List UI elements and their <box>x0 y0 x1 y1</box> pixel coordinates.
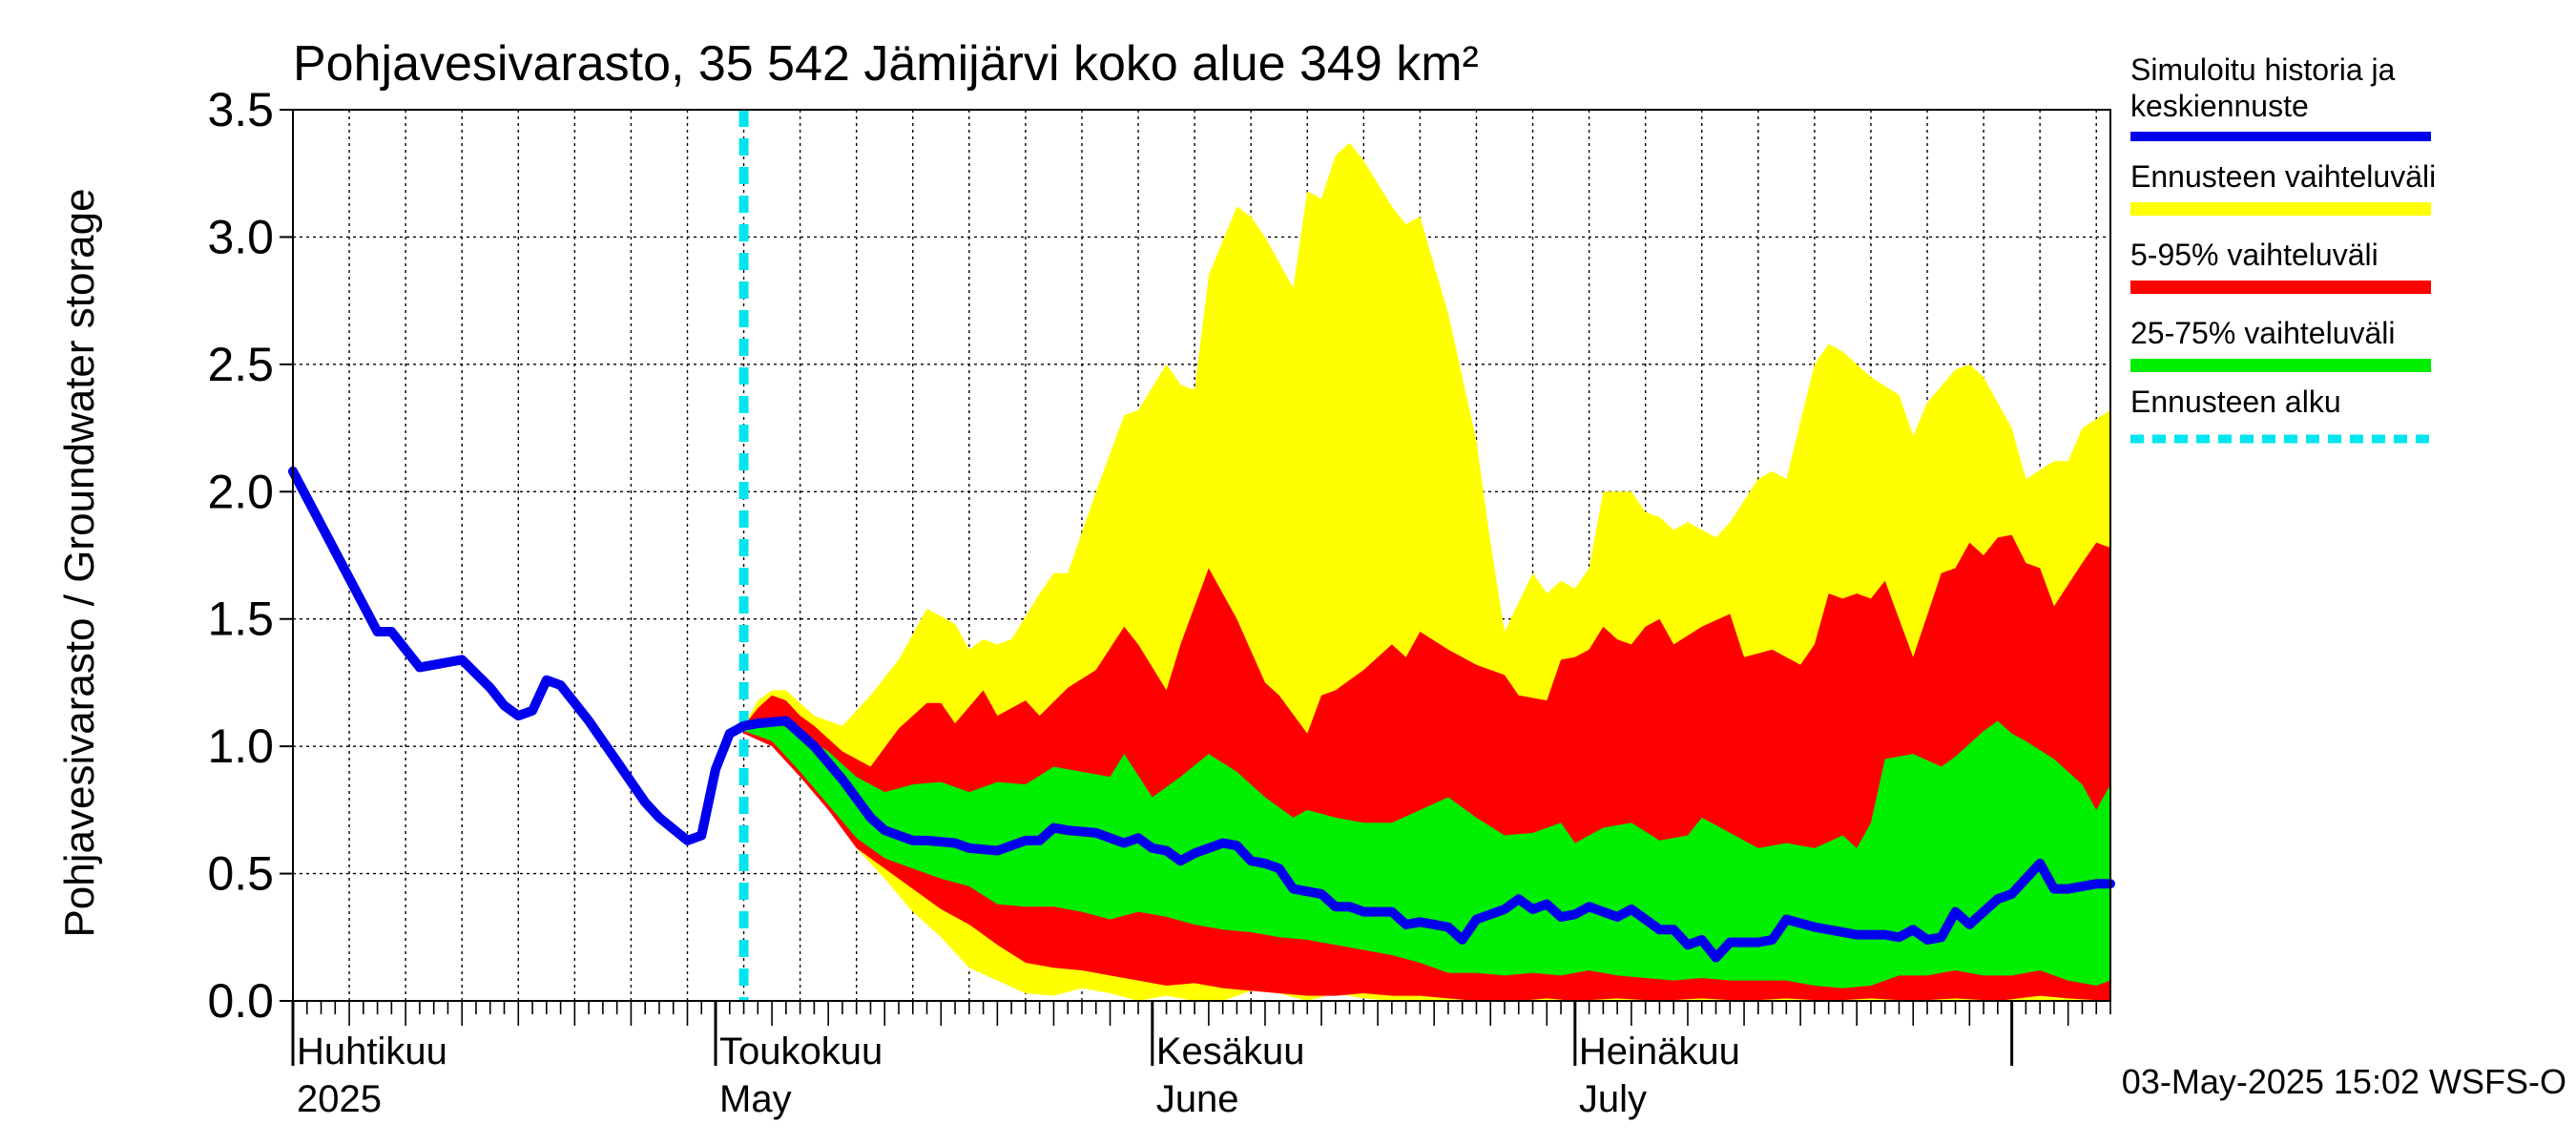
x-month-label-fi: Toukokuu <box>719 1030 883 1072</box>
legend-label: 25-75% vaihteluväli <box>2130 316 2396 350</box>
x-month-label-fi: Kesäkuu <box>1156 1030 1305 1072</box>
plot-frame <box>292 109 2111 1002</box>
y-tick-label: 0.5 <box>207 847 274 901</box>
y-tick-label: 1.0 <box>207 719 274 773</box>
legend-label: Ennusteen vaihteluväli <box>2130 159 2436 194</box>
mean-series-layer <box>288 466 2115 963</box>
x-month-label-fi: Heinäkuu <box>1579 1030 1740 1072</box>
legend-label: 5-95% vaihteluväli <box>2130 238 2379 272</box>
legend-label: Ennusteen alku <box>2130 385 2341 419</box>
y-tick-label: 2.5 <box>207 338 274 391</box>
legend-label: Simuloitu historia ja keskiennuste <box>2130 52 2396 123</box>
x-month-label-en: 2025 <box>297 1078 382 1120</box>
x-month-label-en: May <box>719 1078 792 1120</box>
y-tick-label: 3.5 <box>207 83 274 136</box>
y-tick-label: 3.0 <box>207 210 274 263</box>
band-3 <box>743 720 2111 989</box>
legend: Simuloitu historia ja keskiennuste Ennuste… <box>2130 52 2436 444</box>
y-axis-label: Pohjavesivarasto / Groundwater storage <box>56 188 103 937</box>
series-line-1 <box>288 466 2115 963</box>
x-month-label-en: June <box>1156 1078 1239 1120</box>
y-tick-label: 1.5 <box>207 593 274 646</box>
x-month-label-fi: Huhtikuu <box>297 1030 447 1072</box>
x-month-label-en: July <box>1579 1078 1647 1120</box>
y-tick-label: 2.0 <box>207 465 274 518</box>
forecast-bands <box>743 142 2111 1002</box>
footer-timestamp: 03-May-2025 15:02 WSFS-O <box>2122 1062 2566 1101</box>
chart-title: Pohjavesivarasto, 35 542 Jämijärvi koko … <box>293 36 1479 92</box>
y-tick-label: 0.0 <box>207 974 274 1028</box>
y-axis: 0.0 0.5 1.0 1.5 2.0 2.5 3.0 3.5 <box>207 83 293 1028</box>
x-axis: Huhtikuu 2025 Toukokuu May Kesäkuu June Heinäk… <box>291 1001 2111 1120</box>
